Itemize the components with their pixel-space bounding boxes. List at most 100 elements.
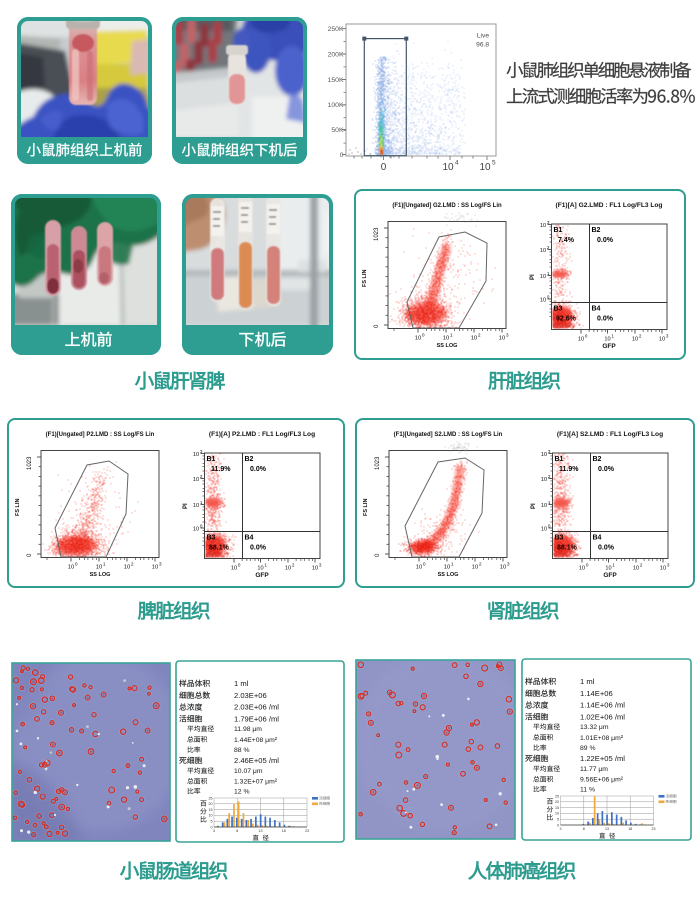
svg-text:20: 20 bbox=[555, 800, 559, 804]
svg-text:3: 3 bbox=[200, 449, 203, 454]
svg-text:0: 0 bbox=[200, 524, 203, 529]
svg-text:10: 10 bbox=[541, 452, 547, 458]
svg-text:2: 2 bbox=[131, 562, 134, 568]
svg-text:89 %: 89 % bbox=[580, 745, 596, 752]
svg-text:1023: 1023 bbox=[374, 227, 380, 241]
svg-text:50K: 50K bbox=[331, 127, 344, 134]
svg-text:1: 1 bbox=[548, 500, 551, 505]
svg-text:10: 10 bbox=[540, 223, 546, 229]
svg-text:10: 10 bbox=[96, 565, 102, 571]
svg-text:FS LIN: FS LIN bbox=[362, 270, 368, 287]
svg-text:0: 0 bbox=[75, 562, 78, 568]
svg-text:13: 13 bbox=[605, 827, 609, 831]
svg-text:GFP: GFP bbox=[602, 343, 616, 350]
svg-text:10: 10 bbox=[659, 337, 665, 343]
svg-text:1.02E+06 /ml: 1.02E+06 /ml bbox=[580, 712, 625, 721]
svg-text:5: 5 bbox=[211, 820, 213, 824]
svg-text:10: 10 bbox=[541, 503, 547, 509]
svg-text:1023: 1023 bbox=[375, 456, 381, 470]
svg-text:5: 5 bbox=[492, 160, 496, 167]
svg-text:10: 10 bbox=[472, 565, 478, 571]
svg-text:10.07 μm: 10.07 μm bbox=[234, 768, 263, 775]
svg-text:3: 3 bbox=[159, 562, 162, 568]
svg-text:1: 1 bbox=[450, 333, 453, 339]
svg-text:10: 10 bbox=[257, 566, 263, 572]
svg-text:11.98 μm: 11.98 μm bbox=[234, 726, 262, 733]
svg-text:1.14E+06: 1.14E+06 bbox=[580, 689, 613, 698]
svg-text:SS LOG: SS LOG bbox=[438, 572, 459, 578]
svg-text:5: 5 bbox=[557, 818, 559, 822]
svg-text:B3: B3 bbox=[207, 535, 216, 542]
svg-text:10: 10 bbox=[444, 565, 450, 571]
svg-text:18: 18 bbox=[628, 827, 632, 831]
svg-text:11.9%: 11.9% bbox=[559, 466, 579, 473]
svg-text:3: 3 bbox=[507, 562, 510, 568]
svg-text:200K: 200K bbox=[328, 51, 344, 58]
svg-text:0: 0 bbox=[374, 324, 380, 328]
svg-text:15: 15 bbox=[555, 806, 559, 810]
svg-text:1: 1 bbox=[612, 563, 615, 568]
svg-text:10: 10 bbox=[660, 566, 666, 572]
svg-text:SS LOG: SS LOG bbox=[437, 343, 458, 349]
svg-text:92.6%: 92.6% bbox=[556, 316, 577, 323]
svg-text:B2: B2 bbox=[593, 456, 602, 463]
svg-text:0.0%: 0.0% bbox=[598, 466, 615, 473]
svg-text:2: 2 bbox=[547, 245, 550, 250]
svg-text:3: 3 bbox=[666, 334, 669, 339]
svg-text:1.79E+06 /ml: 1.79E+06 /ml bbox=[234, 714, 279, 723]
svg-text:0.0%: 0.0% bbox=[250, 466, 267, 473]
svg-text:10: 10 bbox=[604, 337, 610, 343]
svg-text:10: 10 bbox=[633, 566, 639, 572]
svg-text:0: 0 bbox=[27, 553, 33, 557]
svg-text:B4: B4 bbox=[592, 306, 601, 313]
svg-text:(F1)[A] G2.LMD : FL1 Log/FL3 L: (F1)[A] G2.LMD : FL1 Log/FL3 Log bbox=[556, 202, 663, 209]
svg-text:0.0%: 0.0% bbox=[597, 237, 614, 244]
svg-text:SS LOG: SS LOG bbox=[90, 572, 111, 578]
svg-text:FS LIN: FS LIN bbox=[15, 499, 21, 516]
svg-text:23: 23 bbox=[305, 829, 309, 833]
svg-text:3: 3 bbox=[506, 333, 509, 339]
svg-text:100K: 100K bbox=[328, 102, 344, 109]
svg-text:10: 10 bbox=[193, 503, 199, 509]
svg-text:10: 10 bbox=[540, 274, 546, 280]
svg-text:0: 0 bbox=[422, 333, 425, 339]
svg-text:88 %: 88 % bbox=[234, 747, 250, 754]
svg-text:10: 10 bbox=[124, 565, 130, 571]
svg-text:10: 10 bbox=[231, 566, 237, 572]
svg-text:B1: B1 bbox=[207, 456, 216, 463]
svg-text:4: 4 bbox=[455, 160, 459, 167]
svg-text:10: 10 bbox=[68, 565, 74, 571]
svg-text:10: 10 bbox=[479, 162, 491, 173]
svg-text:B3: B3 bbox=[555, 535, 564, 542]
svg-text:PI: PI bbox=[531, 503, 537, 509]
svg-text:1.44E+08 μm²: 1.44E+08 μm² bbox=[234, 737, 278, 744]
svg-text:0.0%: 0.0% bbox=[597, 316, 614, 323]
svg-text:0: 0 bbox=[340, 152, 344, 159]
svg-text:15: 15 bbox=[209, 808, 213, 812]
svg-text:(F1)[A] P2.LMD : FL1 Log/FL3 L: (F1)[A] P2.LMD : FL1 Log/FL3 Log bbox=[209, 431, 315, 438]
svg-text:0.0%: 0.0% bbox=[250, 545, 267, 552]
svg-text:FS LIN: FS LIN bbox=[363, 499, 369, 516]
svg-text:150K: 150K bbox=[328, 77, 344, 84]
svg-text:12 %: 12 % bbox=[234, 789, 250, 796]
svg-text:0: 0 bbox=[547, 295, 550, 300]
svg-text:2: 2 bbox=[548, 474, 551, 479]
svg-text:0: 0 bbox=[423, 562, 426, 568]
svg-text:7.4%: 7.4% bbox=[558, 237, 575, 244]
svg-text:B1: B1 bbox=[555, 456, 564, 463]
svg-text:10: 10 bbox=[285, 566, 291, 572]
svg-text:10: 10 bbox=[415, 336, 421, 342]
svg-text:13: 13 bbox=[259, 829, 263, 833]
svg-text:3: 3 bbox=[548, 449, 551, 454]
svg-text:1: 1 bbox=[103, 562, 106, 568]
svg-text:25: 25 bbox=[555, 794, 559, 798]
svg-text:1.14E+06 /ml: 1.14E+06 /ml bbox=[580, 701, 625, 710]
svg-text:2: 2 bbox=[292, 563, 295, 568]
svg-text:PI: PI bbox=[183, 503, 189, 509]
svg-text:0.0%: 0.0% bbox=[598, 545, 615, 552]
svg-text:250K: 250K bbox=[328, 26, 344, 33]
svg-text:0: 0 bbox=[548, 524, 551, 529]
svg-text:10: 10 bbox=[193, 452, 199, 458]
svg-text:10: 10 bbox=[579, 566, 585, 572]
svg-text:10: 10 bbox=[541, 477, 547, 483]
